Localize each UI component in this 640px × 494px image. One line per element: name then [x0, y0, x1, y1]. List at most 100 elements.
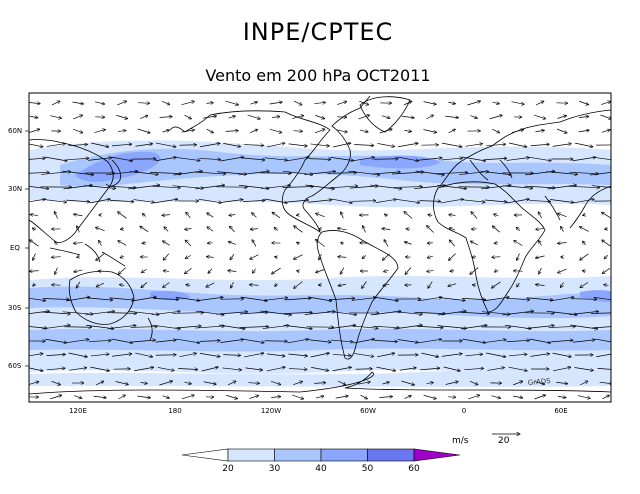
wind-vector: [548, 326, 575, 327]
wind-vector: [384, 240, 389, 247]
wind-vector: [491, 281, 501, 288]
wind-vector: [111, 156, 132, 161]
wind-vector: [335, 396, 349, 399]
wind-vector: [591, 185, 611, 188]
wind-vector: [448, 253, 456, 261]
wind-vector: [362, 255, 367, 258]
wind-vector: [250, 102, 258, 105]
wind-vector: [244, 145, 264, 146]
wind-vector: [186, 212, 191, 219]
wind-vector: [270, 380, 281, 384]
wind-vector: [462, 338, 485, 343]
wind-vector: [383, 284, 390, 285]
wind-vector: [440, 199, 464, 204]
wind-vector: [508, 366, 528, 371]
wind-vector: [305, 184, 334, 189]
wind-vector: [90, 366, 110, 371]
wind-vector: [77, 226, 80, 233]
wind-vector: [492, 102, 500, 104]
wind-vector: [494, 243, 499, 244]
sh-jet-light-2: [29, 370, 611, 387]
wind-vector: [264, 157, 288, 160]
wind-vector: [579, 381, 588, 386]
wind-vector: [502, 311, 533, 316]
wind-vector: [417, 158, 442, 161]
wind-vector: [239, 312, 268, 315]
wind-vector: [181, 130, 194, 133]
wind-vector: [373, 159, 398, 160]
wind-vector: [120, 256, 125, 258]
wind-vector: [550, 297, 574, 302]
nh-jet-mid: [60, 148, 611, 187]
wind-vector: [269, 102, 283, 105]
wind-vector: [112, 144, 132, 147]
wind-vector: [332, 367, 352, 372]
wind-vector: [68, 352, 88, 357]
wind-vector: [327, 310, 356, 315]
wind-vector: [534, 395, 545, 400]
coast-japan: [105, 159, 121, 187]
wind-vector: [229, 215, 236, 216]
wind-vector: [574, 367, 594, 371]
wind-vector: [62, 311, 93, 314]
wind-vector: [352, 201, 376, 202]
lat-label: 60N: [8, 127, 22, 135]
wind-vector: [340, 267, 345, 275]
wind-vector: [462, 298, 485, 299]
wind-vector: [266, 143, 285, 148]
wind-vector: [51, 101, 60, 106]
colorbar-label: 30: [269, 464, 281, 474]
wind-vector: [596, 353, 611, 358]
wind-vector: [46, 368, 65, 370]
wind-vector: [314, 102, 325, 103]
wind-vector: [203, 381, 217, 384]
wind-vector: [404, 212, 413, 219]
wind-vector: [184, 114, 192, 119]
wind-vector: [577, 395, 591, 399]
wind-vector: [539, 267, 542, 274]
wind-vector: [414, 312, 445, 313]
wind-vector: [155, 142, 176, 147]
wind-vector: [50, 395, 61, 400]
wind-vector: [240, 296, 268, 301]
wind-vector: [185, 229, 192, 230]
wind-vector: [77, 257, 80, 258]
wind-vector: [382, 228, 391, 229]
wind-vector: [516, 253, 520, 261]
wind-vector: [274, 227, 279, 231]
wind-vector: [580, 253, 589, 260]
wind-vector: [310, 143, 330, 146]
wind-vector: [90, 354, 109, 357]
wind-vector: [362, 226, 366, 233]
wind-vector: [186, 285, 191, 286]
wind-vector: [55, 267, 58, 275]
wind-vector: [583, 215, 586, 216]
wind-vector: [107, 325, 136, 329]
wind-vector: [602, 395, 609, 400]
wind-vector: [184, 382, 191, 384]
wind-vector: [506, 199, 530, 204]
wind-vector: [249, 285, 259, 286]
wind-vector: [62, 170, 93, 175]
wind-vector: [217, 171, 247, 175]
wind-vector: [547, 185, 576, 190]
wind-vector: [458, 187, 490, 188]
wind-vector: [578, 130, 590, 132]
wind-vector: [151, 185, 181, 188]
wind-vector: [437, 325, 466, 329]
wind-vector: [286, 157, 310, 162]
wind-vector: [266, 367, 286, 372]
wind-vector: [359, 130, 368, 132]
wind-vector: [41, 325, 71, 330]
wind-vector: [230, 253, 235, 260]
wind-vector: [524, 185, 556, 188]
wind-vector: [316, 269, 325, 272]
wind-vector: [599, 382, 611, 384]
wind-vector: [288, 143, 308, 146]
wind-vector: [226, 394, 237, 398]
wind-vector: [293, 131, 302, 132]
wind-vector: [293, 100, 302, 105]
lon-label: 120W: [261, 407, 281, 415]
wind-vector: [506, 297, 529, 300]
